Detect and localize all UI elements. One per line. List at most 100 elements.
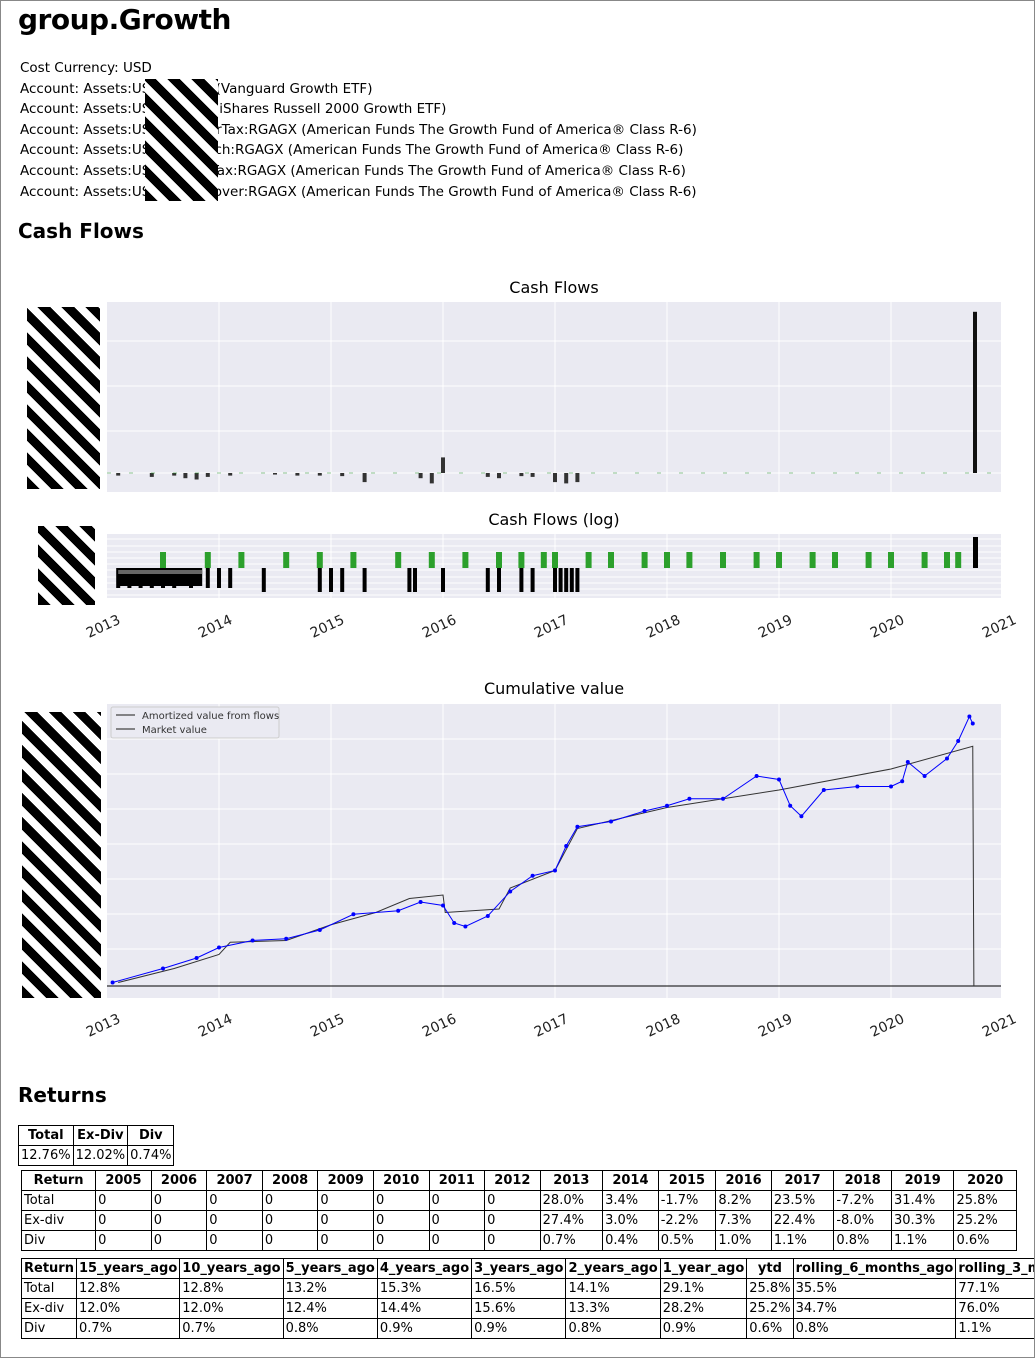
inflow-bar xyxy=(865,552,872,568)
account-info: Cost Currency: USD Account: Assets:US:Ma… xyxy=(20,58,697,202)
column-header: Return xyxy=(21,1258,77,1279)
market-value-point xyxy=(575,824,580,829)
column-header: 2008 xyxy=(261,1170,319,1191)
account-row: Account: Assets:US:Retire:AfterTax:RGAGX… xyxy=(20,120,697,141)
inflow-bar xyxy=(462,552,469,568)
market-value-point xyxy=(945,756,949,761)
cash-flow-bar xyxy=(205,473,210,477)
outflow-bar xyxy=(118,570,203,574)
column-header: 2015 xyxy=(657,1170,717,1191)
inflow-bar xyxy=(238,552,245,568)
market-value-point xyxy=(161,966,165,971)
cash-flow-bar xyxy=(553,473,557,483)
table-cell: 76.0% xyxy=(955,1298,1034,1319)
cash-flow-bar xyxy=(575,473,580,483)
table-cell: 12.0% xyxy=(75,1298,181,1319)
inflow-bar xyxy=(518,552,525,568)
table-cell: 0.6% xyxy=(746,1318,794,1339)
column-header: ytd xyxy=(746,1258,794,1279)
table-cell: 30.3% xyxy=(890,1210,955,1231)
redacted-axis xyxy=(22,712,101,998)
account-row: Account: Assets:US:Main:IWO (iShares Rus… xyxy=(20,99,697,120)
column-header: 2005 xyxy=(95,1170,152,1191)
table-cell: 0 xyxy=(428,1230,486,1251)
market-value-point xyxy=(900,779,905,784)
market-value-point xyxy=(463,924,468,929)
outflow-bar xyxy=(575,568,580,592)
table-cell: 12.4% xyxy=(282,1298,378,1319)
table-cell: 0 xyxy=(95,1230,152,1251)
table-cell: 7.3% xyxy=(715,1210,772,1231)
column-header: 4_years_ago xyxy=(376,1258,473,1279)
table-cell: 0 xyxy=(95,1190,152,1211)
market-value-point xyxy=(642,809,647,813)
table-cell: 0 xyxy=(372,1210,430,1231)
chart-title-cumulative: Cumulative value xyxy=(483,679,625,698)
account-name: Main:IWO (iShares Russell 2000 Growth ET… xyxy=(145,101,447,118)
column-header: 15_years_ago xyxy=(75,1258,181,1279)
table-cell: 0 xyxy=(428,1190,486,1211)
outflow-bar xyxy=(485,568,490,592)
x-tick-label: 2020 xyxy=(868,612,907,642)
table-row: Div 0 0 0 0 0 0 0 0 0.7% 0.4% 0.5% 1.0% 1.1% 0.8% 1.1% 0… xyxy=(20,1230,1017,1251)
outflow-bar xyxy=(413,568,417,592)
table-cell: 0.9% xyxy=(376,1318,473,1339)
returns-heading: Returns xyxy=(18,1083,107,1107)
table-cell: 0 xyxy=(428,1210,486,1231)
market-value-point xyxy=(970,721,975,726)
row-label: Div xyxy=(21,1318,77,1339)
outflow-bar xyxy=(362,568,367,592)
redacted-axis xyxy=(38,526,95,605)
table-cell: 12.0% xyxy=(179,1298,284,1319)
table-cell: 0.7% xyxy=(75,1318,181,1339)
outflow-bar xyxy=(553,568,557,592)
column-header: 2007 xyxy=(206,1170,263,1191)
inflow-bar xyxy=(641,552,648,568)
inflow-bar xyxy=(921,552,928,568)
x-tick-label: 2018 xyxy=(644,1011,683,1041)
table-cell: 0 xyxy=(317,1230,374,1251)
market-value-point xyxy=(194,956,199,960)
table-cell: 14.1% xyxy=(565,1278,661,1299)
column-header: 2_years_ago xyxy=(565,1258,661,1279)
row-label: Ex-div xyxy=(21,1298,77,1319)
cash-flow-bar xyxy=(429,473,434,484)
market-value-point xyxy=(452,921,457,925)
market-value-point xyxy=(687,796,692,801)
x-tick-label: 2019 xyxy=(756,1011,795,1041)
table-cell: 0 xyxy=(484,1210,541,1231)
cash-flow-bar xyxy=(519,473,524,477)
column-header: 2018 xyxy=(833,1170,892,1191)
market-value-point xyxy=(530,873,535,878)
table-cell: 12.8% xyxy=(75,1278,181,1299)
cash-flow-bar xyxy=(530,473,535,477)
account-row: Account: Assets:US:Retire:Rollover:RGAGX… xyxy=(20,182,697,203)
account-name: Retire:PreTax:RGAGX (American Funds The … xyxy=(145,162,686,179)
annual-returns-table: Return 2005 2006 2007 2008 2009 2010 2011 2012 20… xyxy=(20,1170,1017,1251)
market-value-point xyxy=(351,912,356,917)
x-tick-label: 2016 xyxy=(420,612,459,642)
table-cell: 0 xyxy=(372,1190,430,1211)
plot-area xyxy=(107,302,1001,492)
market-value-point xyxy=(609,819,613,824)
table-cell: 12.76% xyxy=(18,1145,74,1166)
inflow-bar xyxy=(944,552,950,568)
x-tick-label: 2014 xyxy=(196,612,235,642)
cash-flow-bar xyxy=(418,473,423,479)
market-value-point xyxy=(508,889,513,894)
column-header: Return xyxy=(20,1170,97,1191)
column-header: 10_years_ago xyxy=(179,1258,284,1279)
table-cell: 0.8% xyxy=(282,1318,378,1339)
inflow-bar xyxy=(888,552,894,568)
chart-title-cash-flows-log: Cash Flows (log) xyxy=(488,510,620,529)
table-cell: 14.4% xyxy=(376,1298,473,1319)
legend-label: Amortized value from flows xyxy=(142,711,279,722)
outflow-bar xyxy=(519,568,524,592)
table-cell: 34.7% xyxy=(792,1298,957,1319)
table-cell: 28.2% xyxy=(659,1298,748,1319)
table-cell: 27.4% xyxy=(539,1210,604,1231)
table-cell: 0.4% xyxy=(602,1230,659,1251)
cost-currency: Cost Currency: USD xyxy=(20,60,152,76)
table-cell: 25.2% xyxy=(953,1210,1017,1231)
inflow-bar xyxy=(160,552,166,568)
